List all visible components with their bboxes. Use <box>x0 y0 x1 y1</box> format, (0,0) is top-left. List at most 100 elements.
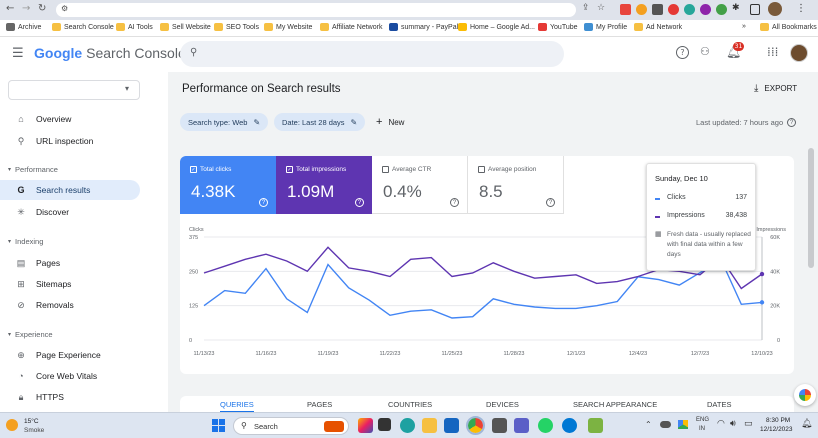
extension-icon[interactable] <box>620 4 631 15</box>
tab-search-appearance[interactable]: SEARCH APPEARANCE <box>573 400 658 409</box>
menu-icon[interactable]: ⋮ <box>796 3 806 14</box>
bookmark-youtube[interactable]: YouTube <box>538 23 578 31</box>
tooltip-clicks-label: Clicks <box>667 194 686 201</box>
site-info-icon[interactable]: ⚙ <box>61 4 69 13</box>
battery-icon[interactable]: ▭ <box>744 419 753 429</box>
bookmark-ad-network[interactable]: Ad Network <box>634 23 682 31</box>
hamburger-menu-icon[interactable]: ☰ <box>12 46 24 61</box>
tray-chevron-icon[interactable]: ⌃ <box>645 420 652 429</box>
users-settings-icon[interactable]: ⚇ <box>700 45 710 58</box>
section-experience[interactable]: ▾ Experience <box>8 330 53 339</box>
address-field[interactable]: ⚙ <box>56 3 576 17</box>
apps-grid-icon[interactable]: ⁞⁞⁞ <box>767 45 779 59</box>
filter-search-type[interactable]: Search type: Web ✎ <box>180 113 269 131</box>
sidebar-item-core-web-vitals[interactable]: ◔ Core Web Vitals <box>0 366 140 386</box>
share-icon[interactable]: ⇪ <box>582 3 590 13</box>
input-lang-1[interactable]: ENG <box>696 417 710 423</box>
bookmark-ai-tools[interactable]: AI Tools <box>116 23 153 31</box>
youtube-icon <box>538 23 547 31</box>
sidebar-item-https[interactable]: 🔒︎ HTTPS <box>0 387 140 407</box>
help-icon[interactable]: ? <box>676 46 689 59</box>
sidebar-item-discover[interactable]: ✳ Discover <box>0 202 140 222</box>
help-circle-icon[interactable]: ? <box>450 198 459 207</box>
bookmark-sell-website[interactable]: Sell Website <box>160 23 211 31</box>
help-circle-icon[interactable]: ? <box>546 198 555 207</box>
folder-icon[interactable] <box>422 418 437 433</box>
tab-dates[interactable]: DATES <box>707 400 732 409</box>
weather-widget[interactable]: 15°C Smoke <box>6 416 66 436</box>
scrollbar[interactable] <box>808 148 814 268</box>
whatsapp-icon[interactable] <box>538 418 553 433</box>
export-button[interactable]: ⤓ EXPORT <box>754 83 797 94</box>
bookmark-affiliate-network[interactable]: Affiliate Network <box>320 23 382 31</box>
bookmark-search-console[interactable]: Search Console <box>52 23 114 31</box>
teams-icon[interactable] <box>514 418 529 433</box>
sidebar-item-removals[interactable]: ⊘ Removals <box>0 295 140 315</box>
property-selector[interactable]: ▾ <box>8 80 140 100</box>
bookmark-label: Ad Network <box>646 23 683 31</box>
windows-start-icon[interactable] <box>212 419 225 432</box>
help-circle-icon[interactable]: ? <box>787 118 797 127</box>
taskbar-search[interactable]: ⚲ Search <box>233 417 349 435</box>
tab-pages[interactable]: PAGES <box>307 400 333 409</box>
sidepanel-icon[interactable] <box>750 4 760 15</box>
tab-devices[interactable]: DEVICES <box>486 400 519 409</box>
notepad-icon[interactable] <box>588 418 603 433</box>
extension-icon[interactable] <box>716 4 727 15</box>
section-indexing[interactable]: ▾ Indexing <box>8 237 43 246</box>
extension-icon[interactable] <box>668 4 679 15</box>
reload-icon[interactable]: ↻ <box>38 3 47 14</box>
help-circle-icon[interactable]: ? <box>355 198 364 207</box>
store-icon[interactable] <box>492 418 507 433</box>
wifi-icon[interactable]: ◠ <box>717 419 725 429</box>
metric-card-average-position[interactable]: Average position 8.5 ? <box>468 156 564 214</box>
product-logo[interactable]: Google Search Console <box>34 45 186 61</box>
sidebar-item-url-inspection[interactable]: ⚲ URL inspection <box>0 131 140 151</box>
file-explorer-icon[interactable] <box>378 418 391 431</box>
chrome-icon[interactable] <box>466 416 485 435</box>
profile-avatar[interactable] <box>768 2 782 16</box>
cloud-icon[interactable] <box>660 421 671 428</box>
skype-icon[interactable] <box>562 418 577 433</box>
help-circle-icon[interactable]: ? <box>259 198 268 207</box>
extension-icon[interactable] <box>652 4 663 15</box>
floating-assistant-button[interactable] <box>794 384 816 406</box>
sidebar-item-overview[interactable]: ⌂ Overview <box>0 109 140 129</box>
metric-card-average-ctr[interactable]: Average CTR 0.4% ? <box>372 156 468 214</box>
sidebar-item-page-experience[interactable]: ⊕ Page Experience <box>0 345 140 365</box>
bookmark-paypal[interactable]: summary - PayPal <box>389 23 458 31</box>
extension-icon[interactable] <box>684 4 695 15</box>
mail-icon[interactable] <box>444 418 459 433</box>
back-icon[interactable]: ← <box>6 3 15 14</box>
bookmark-archive[interactable]: Archive <box>6 23 41 31</box>
bookmark-my-website[interactable]: My Website <box>264 23 312 31</box>
search-bar[interactable]: ⚲ <box>180 41 564 67</box>
bookmark-my-profile[interactable]: My Profile <box>584 23 627 31</box>
metric-card-total-impressions[interactable]: ✓ Total impressions 1.09M ? <box>276 156 372 214</box>
star-icon[interactable]: ☆ <box>597 3 606 13</box>
sidebar-item-sitemaps[interactable]: ⊞ Sitemaps <box>0 274 140 294</box>
new-filter-button[interactable]: + New <box>376 116 404 128</box>
more-bookmarks-icon[interactable]: » <box>742 23 746 30</box>
home-icon: ⌂ <box>18 114 24 124</box>
forward-icon[interactable]: → <box>22 3 31 14</box>
bookmark-google-ads[interactable]: Home – Google Ad... <box>458 23 535 31</box>
copilot-icon[interactable] <box>358 418 373 433</box>
extension-icon[interactable] <box>636 4 647 15</box>
volume-icon[interactable]: 🔊︎ <box>730 419 736 429</box>
metric-card-total-clicks[interactable]: ✓ Total clicks 4.38K ? <box>180 156 276 214</box>
section-performance[interactable]: ▾ Performance <box>8 165 58 174</box>
filter-date[interactable]: Date: Last 28 days ✎ <box>274 113 366 131</box>
all-bookmarks[interactable]: All Bookmarks <box>760 23 817 31</box>
account-avatar[interactable] <box>790 44 808 62</box>
drive-icon[interactable] <box>678 420 688 429</box>
bookmark-seo-tools[interactable]: SEO Tools <box>214 23 259 31</box>
tab-countries[interactable]: COUNTRIES <box>388 400 433 409</box>
sidebar-item-search-results[interactable]: G Search results <box>0 180 140 200</box>
extension-icon[interactable] <box>700 4 711 15</box>
sidebar-item-pages[interactable]: ▤ Pages <box>0 253 140 273</box>
clock-time[interactable]: 8:30 PM <box>766 417 791 424</box>
edge-icon[interactable] <box>400 418 415 433</box>
notification-bell-icon[interactable]: 🔔︎ <box>801 419 813 429</box>
puzzle-icon[interactable]: ✱ <box>732 3 740 13</box>
